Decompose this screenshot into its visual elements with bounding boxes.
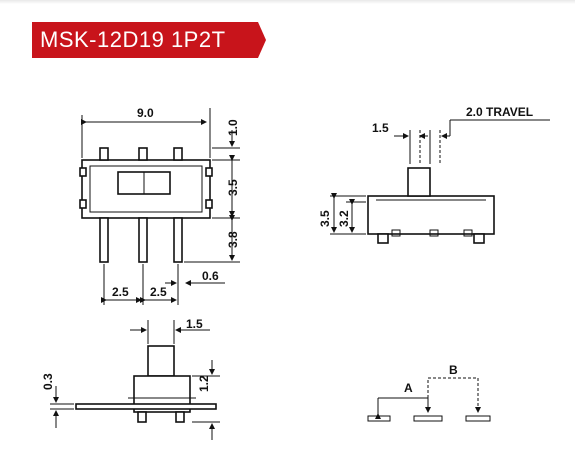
dim-base: 0.3 bbox=[41, 373, 55, 390]
title-text: MSK-12D19 1P2T bbox=[40, 27, 226, 52]
side-view bbox=[330, 119, 550, 244]
dim-actuator: 1.5 bbox=[372, 121, 389, 135]
dim-pitch-a: 2.5 bbox=[112, 285, 129, 299]
dim-side-height-b: 3.2 bbox=[337, 210, 351, 227]
switch-schematic bbox=[367, 377, 491, 422]
dim-lead: 1.2 bbox=[197, 375, 211, 392]
dim-side-height-a: 3.5 bbox=[318, 210, 332, 227]
dim-width: 9.0 bbox=[137, 106, 154, 120]
dim-travel: 2.0 TRAVEL bbox=[466, 105, 533, 119]
schematic-label-b: B bbox=[449, 363, 458, 377]
top-strip bbox=[0, 0, 575, 4]
dim-edge: 1.0 bbox=[226, 119, 240, 136]
title-banner bbox=[32, 22, 266, 58]
dim-pin-width: 0.6 bbox=[202, 269, 219, 283]
front-view bbox=[50, 320, 220, 440]
dim-pin-length: 3.8 bbox=[226, 231, 240, 248]
dim-body-height: 3.5 bbox=[226, 179, 240, 196]
schematic-label-a: A bbox=[404, 381, 413, 395]
top-view bbox=[79, 108, 240, 305]
dim-front-actuator: 1.5 bbox=[186, 317, 203, 331]
dim-pitch-b: 2.5 bbox=[150, 285, 167, 299]
